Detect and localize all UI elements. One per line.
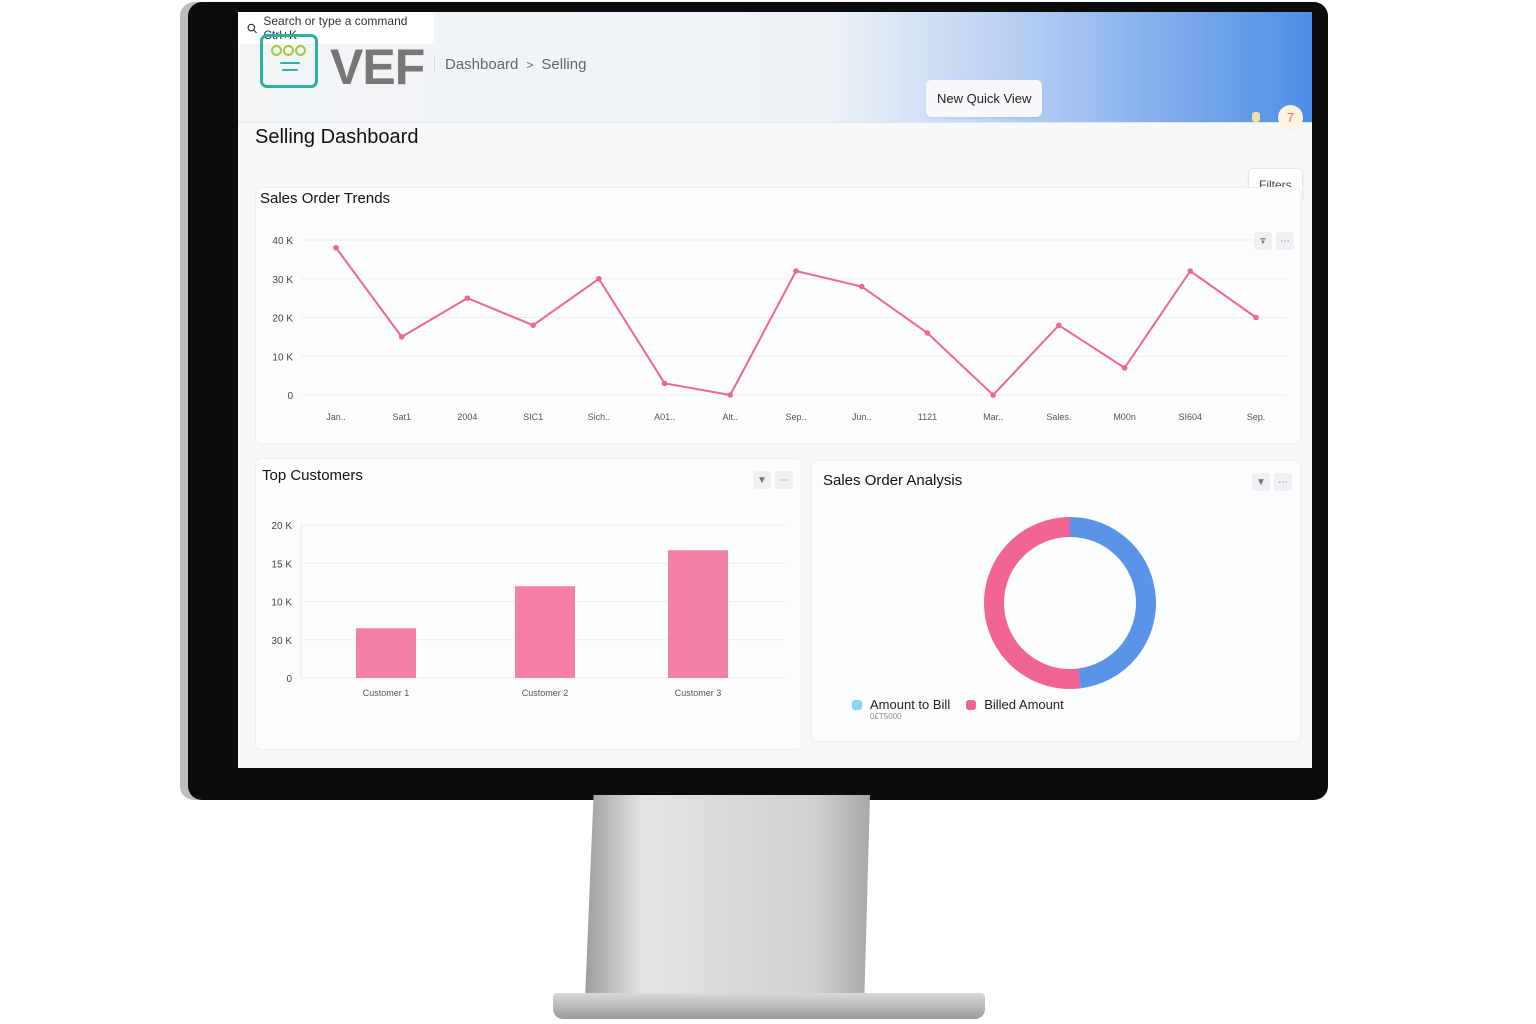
more-icon[interactable]: ⋯ bbox=[1274, 473, 1292, 491]
legend-swatch bbox=[852, 700, 862, 710]
filter-icon[interactable]: ▼ bbox=[1254, 232, 1272, 250]
y-tick-label: 15 K bbox=[271, 559, 292, 570]
data-point bbox=[398, 334, 405, 340]
bar-chart: 0 30 K 10 K 15 K 20 K Customer 1 Customer 2 Cus… bbox=[271, 521, 786, 698]
y-tick-label: 30 K bbox=[271, 636, 292, 647]
logo-icon[interactable] bbox=[260, 34, 318, 88]
x-tick-label: A01.. bbox=[654, 412, 675, 422]
x-tick-label: 1121 bbox=[918, 412, 937, 422]
donut-slice bbox=[984, 517, 1081, 689]
x-tick-label: Sales. bbox=[1046, 412, 1071, 422]
bar bbox=[356, 628, 416, 678]
legend-item-billed-amount[interactable]: Billed Amount bbox=[966, 697, 1064, 721]
monitor-base bbox=[553, 993, 985, 1019]
x-tick-label: SIC1 bbox=[523, 412, 543, 422]
y-tick-label: 20 K bbox=[271, 521, 292, 532]
breadcrumb-selling[interactable]: Selling bbox=[541, 56, 587, 73]
data-point bbox=[661, 380, 668, 387]
card-tools: ▼ ⋯ bbox=[1254, 232, 1294, 250]
more-icon[interactable]: ⋯ bbox=[775, 471, 793, 489]
search-input[interactable]: Search or type a command Ctrl+K bbox=[238, 12, 434, 44]
x-tick-label: M00n bbox=[1113, 412, 1136, 422]
breadcrumb: Dashboard > Selling bbox=[434, 56, 586, 73]
x-tick-label: Jan.. bbox=[326, 412, 346, 422]
donut-chart bbox=[984, 517, 1156, 689]
line-chart: 0 10 K 20 K 30 K 40 K Jan.. Sat1 2004 SIC1 Sich..… bbox=[272, 236, 1286, 422]
legend-label: Billed Amount bbox=[984, 697, 1064, 712]
breadcrumb-dashboard[interactable]: Dashboard bbox=[445, 56, 519, 73]
y-tick-label: 20 K bbox=[272, 314, 293, 325]
x-tick-label: Alt.. bbox=[723, 412, 739, 422]
data-point bbox=[464, 295, 471, 301]
data-point bbox=[530, 322, 536, 329]
data-point bbox=[1121, 365, 1128, 371]
brand-name[interactable]: VEF bbox=[330, 39, 425, 95]
data-point bbox=[333, 244, 339, 251]
search-icon bbox=[247, 23, 257, 33]
data-point bbox=[1187, 268, 1194, 274]
top-customers-card: Top Customers ▼ ⋯ 0 30 K 10 K 15 K 20 K Custom… bbox=[255, 458, 802, 750]
data-point bbox=[1253, 314, 1259, 321]
more-icon[interactable]: ⋯ bbox=[1276, 232, 1294, 250]
y-tick-label: 10 K bbox=[271, 598, 292, 609]
avatar[interactable]: 7 bbox=[1278, 105, 1303, 130]
legend-label: Amount to Bill bbox=[870, 697, 951, 712]
sales-order-analysis-card: Sales Order Analysis ▼ ⋯ Amount to Bill 0£… bbox=[811, 460, 1301, 742]
x-tick-label: Sep.. bbox=[785, 412, 806, 422]
x-tick-label: Sep. bbox=[1247, 412, 1266, 422]
y-tick-label: 0 bbox=[286, 674, 292, 685]
data-point bbox=[924, 330, 931, 336]
sales-order-trends-card: Sales Order Trends ▼ ⋯ 0 10 K 20 K 30 K 40 K J… bbox=[255, 187, 1301, 444]
chart-legend: Amount to Bill 0£T5000 Billed Amount bbox=[852, 697, 1064, 721]
data-point bbox=[1056, 322, 1062, 329]
x-tick-label: Customer 1 bbox=[363, 688, 410, 698]
moon-icon[interactable] bbox=[1252, 112, 1260, 122]
filter-icon[interactable]: ▼ bbox=[753, 471, 771, 489]
donut-slice bbox=[1069, 517, 1156, 689]
chevron-right-icon: > bbox=[526, 58, 534, 72]
filter-icon[interactable]: ▼ bbox=[1252, 473, 1270, 491]
bar bbox=[668, 550, 728, 678]
y-tick-label: 0 bbox=[287, 391, 293, 402]
y-tick-label: 30 K bbox=[272, 275, 293, 286]
bar bbox=[515, 586, 575, 678]
y-tick-label: 10 K bbox=[272, 352, 293, 363]
new-quick-view-button[interactable]: New Quick View bbox=[926, 80, 1043, 117]
screen: VEF Dashboard > Selling New Quick View Sea… bbox=[238, 12, 1312, 768]
card-tools: ▼ ⋯ bbox=[1252, 473, 1292, 491]
top-navbar: VEF Dashboard > Selling New Quick View Sea… bbox=[238, 12, 1312, 123]
x-tick-label: Sat1 bbox=[392, 412, 411, 422]
data-point bbox=[727, 392, 734, 398]
monitor-stand bbox=[585, 795, 870, 1000]
y-tick-label: 40 K bbox=[272, 236, 293, 247]
x-tick-label: SI604 bbox=[1179, 412, 1203, 422]
legend-sub-value: 0£T5000 bbox=[870, 712, 902, 721]
search-placeholder: Search or type a command Ctrl+K bbox=[263, 14, 408, 42]
data-point bbox=[858, 283, 865, 290]
x-tick-label: 2004 bbox=[457, 412, 477, 422]
card-title: Sales Order Trends bbox=[260, 190, 391, 207]
card-title: Top Customers bbox=[262, 467, 363, 484]
data-point bbox=[596, 275, 602, 282]
card-tools: ▼ ⋯ bbox=[753, 471, 793, 489]
data-point bbox=[990, 392, 996, 398]
card-title: Sales Order Analysis bbox=[823, 472, 963, 489]
x-tick-label: Customer 3 bbox=[675, 688, 722, 698]
page-title: Selling Dashboard bbox=[255, 126, 419, 148]
data-point bbox=[793, 268, 799, 274]
x-tick-label: Jun.. bbox=[852, 412, 872, 422]
x-tick-label: Mar.. bbox=[983, 412, 1003, 422]
x-tick-label: Sich.. bbox=[588, 412, 611, 422]
x-tick-label: Customer 2 bbox=[522, 688, 569, 698]
legend-swatch bbox=[966, 700, 977, 710]
legend-item-amount-to-bill[interactable]: Amount to Bill 0£T5000 bbox=[852, 697, 950, 721]
